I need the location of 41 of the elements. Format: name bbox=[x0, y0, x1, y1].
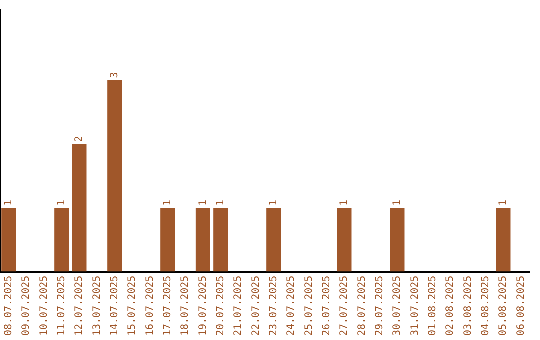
data-label: 1 bbox=[198, 200, 209, 206]
x-tick-label: 29.07.2025 bbox=[374, 276, 386, 336]
x-tick-label: 31.07.2025 bbox=[410, 276, 421, 336]
x-tick-label: 01.08.2025 bbox=[427, 276, 438, 336]
x-tick-label: 09.07.2025 bbox=[21, 276, 32, 336]
x-tick-label: 14.07.2025 bbox=[109, 276, 120, 336]
x-tick-label: 05.08.2025 bbox=[498, 276, 510, 336]
data-label: 1 bbox=[498, 200, 510, 206]
x-tick-label: 25.07.2025 bbox=[304, 276, 315, 336]
x-tick-label: 08.07.2025 bbox=[3, 276, 14, 336]
data-label: 1 bbox=[339, 200, 350, 206]
x-tick-label: 02.08.2025 bbox=[445, 276, 456, 336]
data-label: 1 bbox=[215, 200, 226, 206]
x-tick-label: 28.07.2025 bbox=[356, 276, 368, 336]
x-tick-label: 06.08.2025 bbox=[516, 276, 527, 336]
x-tick-label: 12.07.2025 bbox=[74, 276, 86, 336]
x-tick-label: 26.07.2025 bbox=[321, 276, 332, 336]
x-tick-label: 17.07.2025 bbox=[162, 276, 174, 336]
x-tick-label: 10.07.2025 bbox=[38, 276, 50, 336]
x-tick-label: 03.08.2025 bbox=[462, 276, 474, 336]
x-tick-label: 15.07.2025 bbox=[127, 276, 138, 336]
x-tick-label: 21.07.2025 bbox=[233, 276, 244, 336]
x-tick-label: 30.07.2025 bbox=[392, 276, 404, 336]
x-tick-label: 19.07.2025 bbox=[198, 276, 209, 336]
x-tick-label: 23.07.2025 bbox=[268, 276, 280, 336]
x-tick-label: 11.07.2025 bbox=[56, 276, 68, 336]
data-label: 1 bbox=[56, 200, 68, 206]
data-label: 3 bbox=[109, 72, 120, 78]
data-label: 1 bbox=[162, 200, 174, 206]
x-tick-label: 27.07.2025 bbox=[339, 276, 350, 336]
x-tick-label: 20.07.2025 bbox=[215, 276, 226, 336]
x-tick-label: 04.08.2025 bbox=[480, 276, 492, 336]
x-tick-label: 18.07.2025 bbox=[180, 276, 192, 336]
x-tick-label: 16.07.2025 bbox=[144, 276, 156, 336]
data-label: 1 bbox=[3, 200, 14, 206]
x-tick-label: 22.07.2025 bbox=[250, 276, 262, 336]
x-tick-label: 24.07.2025 bbox=[286, 276, 298, 336]
data-label: 2 bbox=[74, 136, 86, 142]
x-tick-label: 13.07.2025 bbox=[92, 276, 103, 336]
data-label: 1 bbox=[268, 200, 280, 206]
data-label: 1 bbox=[392, 200, 404, 206]
